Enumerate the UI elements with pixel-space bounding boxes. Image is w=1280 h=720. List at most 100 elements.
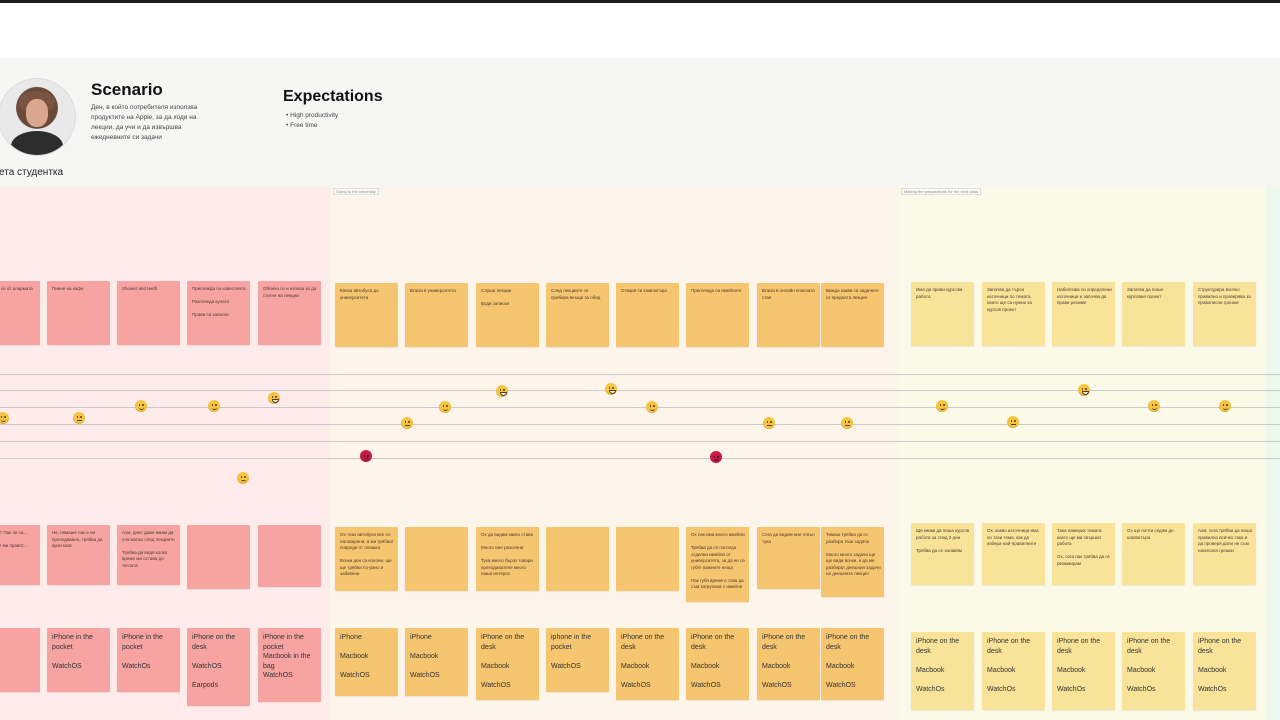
action-note[interactable]: Преглежда си имейлите xyxy=(686,283,749,347)
thought-note[interactable]: Не, нямаше пак е ни преподаване, трябва … xyxy=(47,525,110,585)
thought-note[interactable]: Ахм, днес даже имам да уча малко след ле… xyxy=(117,525,180,585)
emoji-eye xyxy=(366,454,369,457)
expectation-item: Free time xyxy=(286,121,338,131)
emoji-eye xyxy=(499,389,502,392)
emotion-neutral-icon xyxy=(401,417,413,429)
device-note[interactable]: iphone in the pocket WatchOS xyxy=(546,628,609,692)
action-note[interactable]: Влиза в университета xyxy=(405,283,468,347)
thought-note[interactable]: Ахм, сега трябва да пиша правилно всичко… xyxy=(1193,523,1256,585)
device-note[interactable]: iPhone in the pocket WatchOs xyxy=(117,628,180,692)
device-note[interactable]: iPhone on the desk Macbook WatchOs xyxy=(1122,632,1185,710)
emoji-mouth xyxy=(240,479,246,483)
emoji-mouth xyxy=(0,419,6,422)
action-note[interactable]: Има да прави курсова работа xyxy=(911,282,974,346)
thought-note[interactable]: Ох ще почти седям до компютъра xyxy=(1122,523,1185,585)
emoji-eye xyxy=(502,389,505,392)
emoji-eye xyxy=(1081,388,1084,391)
thought-note[interactable] xyxy=(187,525,250,589)
thought-note-text: Ох пак има много имейли Трябва да се пог… xyxy=(691,532,745,589)
thought-note[interactable] xyxy=(616,527,679,591)
emotion-happy-icon xyxy=(646,401,658,413)
emotion-grin-icon xyxy=(605,383,617,395)
action-note[interactable]: Набелязва си определени източници и запо… xyxy=(1052,282,1115,346)
action-note[interactable]: Отваря си компютъра xyxy=(616,283,679,347)
thought-note-text: Така намерих темата както ще ми свършат … xyxy=(1057,528,1110,566)
thought-note-text: Ще имам да пиша курсов работи за след 2 … xyxy=(916,528,970,553)
device-note[interactable]: iPhone on the desk Macbook WatchOs xyxy=(1193,632,1256,710)
action-note-text: Вижда какви са задачите от предната лекц… xyxy=(826,288,879,300)
thought-note[interactable]: Така намерих темата както ще ми свършат … xyxy=(1052,523,1115,585)
device-note[interactable]: iPhone on the desk Macbook WatchOS xyxy=(476,628,539,700)
thought-note[interactable]: Ох да видим какво става Много сме разсея… xyxy=(476,527,539,591)
action-note[interactable]: Shower and teeth xyxy=(117,281,180,345)
action-note[interactable]: Слуша лекции Води записки xyxy=(476,283,539,347)
thought-note[interactable]: Отворих? Пак ли са... Да ли ще ми правят… xyxy=(0,525,40,585)
emoji-mouth xyxy=(76,420,82,421)
emoji-mouth xyxy=(1081,390,1089,395)
action-note[interactable]: Вижда какви са задачите от предната лекц… xyxy=(821,283,884,347)
thought-note-text: Ох да видим какво става Много сме разсея… xyxy=(481,532,533,576)
emotion-grin-icon xyxy=(1078,384,1090,396)
action-note-text: Отписва се от алармата xyxy=(0,286,33,291)
device-note[interactable]: iPhone on the desk Macbook WatchOS xyxy=(757,628,820,700)
emotion-happy-icon xyxy=(1148,400,1160,412)
action-note[interactable]: Преглежда си известията Разглежда купата… xyxy=(187,281,250,345)
device-note[interactable]: iPhone on the desk Macbook WatchOs xyxy=(982,632,1045,710)
emoji-eye xyxy=(1013,420,1016,423)
action-note[interactable]: Пиене на кафе xyxy=(47,281,110,345)
device-note[interactable]: iPhone on the desk Macbook WatchOS xyxy=(616,628,679,700)
device-note[interactable]: iPhone in the pocket Macbook in the bag … xyxy=(258,628,321,702)
thought-note[interactable]: Тимаш трябва да го разбера тази задача М… xyxy=(821,527,884,597)
thought-note[interactable] xyxy=(546,527,609,591)
thought-note[interactable]: Ох пак има много имейли Трябва да се пог… xyxy=(686,527,749,602)
action-note-text: Shower and teeth xyxy=(122,286,158,291)
emoji-eye xyxy=(1084,388,1087,391)
device-note[interactable]: iPhone on the desk Macbook WatchOs xyxy=(1052,632,1115,710)
device-note[interactable]: OS xyxy=(0,628,40,692)
emotion-grid-line xyxy=(0,390,1280,391)
device-note[interactable]: iPhone in the pocket WatchOS xyxy=(47,628,110,692)
thought-note[interactable]: Сега да видим ние отвън тука xyxy=(757,527,820,589)
scenario-text: Ден, в който потребителя използва продук… xyxy=(91,104,198,141)
device-note[interactable]: iPhone on the desk Macbook WatchOS xyxy=(821,628,884,700)
thought-note-text: Ох, какво източници има по тази тема, ка… xyxy=(987,528,1039,546)
thought-note[interactable] xyxy=(405,527,468,591)
expectations-title: Expectations xyxy=(283,88,383,105)
action-note[interactable]: Облича се и излиза за да стигне на лекци… xyxy=(258,281,321,345)
action-note[interactable]: След лекциите се прибира вкъщи за обяд xyxy=(546,283,609,347)
action-note[interactable]: Структурира всичко правилно и проверява … xyxy=(1193,282,1256,346)
device-note-text: iPhone on the desk Macbook WatchOS xyxy=(691,634,735,689)
action-note[interactable]: Започва да пише курсовия проект xyxy=(1122,282,1185,346)
device-note-text: iPhone on the desk Macbook WatchOs xyxy=(1198,638,1242,693)
emoji-eye xyxy=(611,387,614,390)
device-note[interactable]: iPhone on the desk WatchOS Earpods xyxy=(187,628,250,706)
action-note[interactable]: Отписва се от алармата xyxy=(0,281,40,345)
emoji-mouth xyxy=(404,425,410,426)
action-note[interactable]: Започва да търси източници по темата, ко… xyxy=(982,282,1045,346)
device-note-text: iPhone on the desk Macbook WatchOs xyxy=(987,638,1031,693)
phase-label: Going to the university xyxy=(333,188,379,195)
emotion-grid-line xyxy=(0,407,1280,408)
emoji-eye xyxy=(141,404,144,407)
thought-note[interactable]: Ох тези автобуси все по натоварени, а ми… xyxy=(335,527,398,591)
action-note[interactable]: Влиза в онлайн класната стая xyxy=(757,283,820,347)
thought-note-text: Ахм, днес даже имам да уча малко след ле… xyxy=(122,530,175,568)
phase-column: Making the preparations for the next cla… xyxy=(898,186,1266,720)
emoji-eye xyxy=(138,404,141,407)
action-note-text: Влиза в онлайн класната стая xyxy=(762,288,815,300)
emotion-grid-line xyxy=(0,441,1280,442)
thought-note[interactable]: Ще имам да пиша курсов работи за след 2 … xyxy=(911,523,974,585)
device-note-text: iPhone on the desk Macbook WatchOs xyxy=(1127,638,1171,693)
canvas-top-band xyxy=(0,3,1280,58)
device-note[interactable]: iPhone on the desk Macbook WatchOS xyxy=(686,628,749,700)
emoji-mouth xyxy=(442,408,448,411)
action-note[interactable]: Качва автобуса до университета xyxy=(335,283,398,347)
device-note-text: iPhone in the pocket WatchOS xyxy=(52,634,93,670)
device-note[interactable]: iPhone Macbook WatchOS xyxy=(405,628,468,696)
emoji-mouth xyxy=(499,391,507,396)
device-note[interactable]: iPhone Macbook WatchOS xyxy=(335,628,398,696)
thought-note-text: Тимаш трябва да го разбера тази задача М… xyxy=(826,532,881,576)
thought-note[interactable] xyxy=(258,525,321,587)
device-note[interactable]: iPhone on the desk Macbook WatchOs xyxy=(911,632,974,710)
thought-note[interactable]: Ох, какво източници има по тази тема, ка… xyxy=(982,523,1045,585)
